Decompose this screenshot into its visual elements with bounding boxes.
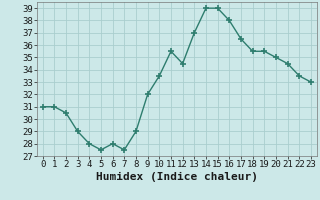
X-axis label: Humidex (Indice chaleur): Humidex (Indice chaleur) [96,172,258,182]
